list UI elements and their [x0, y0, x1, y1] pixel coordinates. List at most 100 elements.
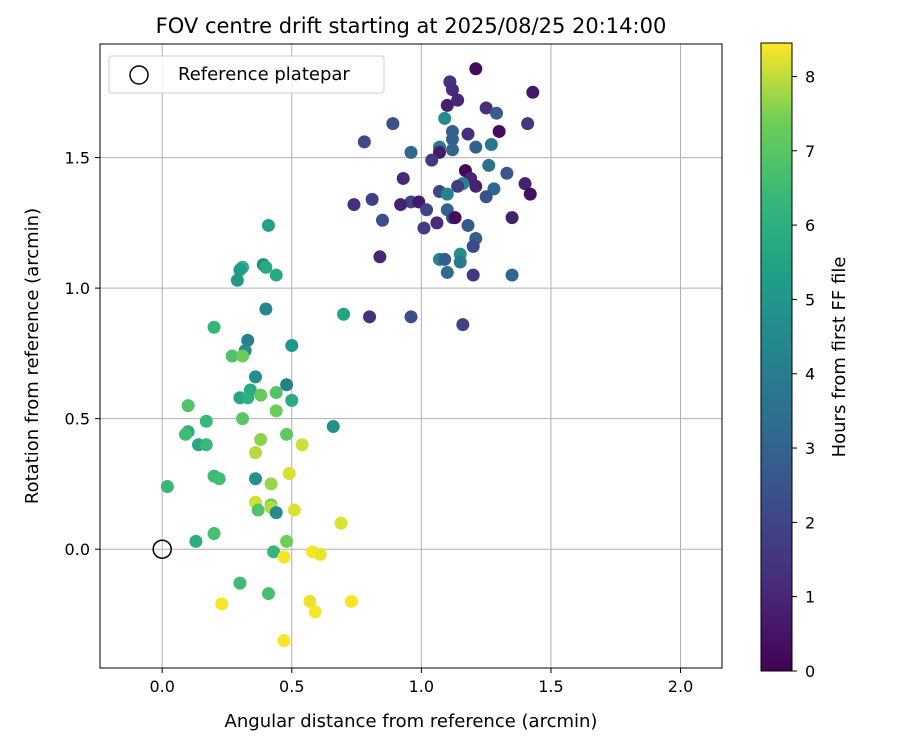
- data-point: [199, 414, 213, 428]
- data-point: [282, 466, 296, 480]
- data-point: [280, 427, 294, 441]
- data-point: [269, 386, 283, 400]
- data-point: [207, 527, 221, 541]
- grid-lines: [100, 44, 722, 668]
- data-point: [269, 506, 283, 520]
- data-point: [490, 106, 504, 120]
- data-point: [337, 307, 351, 321]
- data-point: [466, 239, 480, 253]
- y-tick-label: 0.0: [65, 540, 90, 559]
- data-point: [521, 117, 535, 131]
- y-axis-ticks: 0.0 0.5 1.0 1.5: [65, 149, 100, 559]
- data-point: [269, 404, 283, 418]
- data-point: [420, 203, 434, 217]
- data-point: [261, 218, 275, 232]
- data-point: [404, 310, 418, 324]
- data-point: [469, 140, 483, 154]
- data-point: [230, 273, 244, 287]
- data-point: [259, 260, 273, 274]
- data-point: [453, 255, 467, 269]
- data-point: [189, 534, 203, 548]
- data-point: [261, 587, 275, 601]
- data-point: [212, 472, 226, 486]
- data-point: [285, 393, 299, 407]
- data-point: [287, 503, 301, 517]
- data-point: [500, 166, 514, 180]
- data-point: [254, 388, 268, 402]
- colorbar-gradient: [760, 42, 793, 672]
- data-point: [440, 98, 454, 112]
- data-point: [199, 438, 213, 452]
- colorbar-tick-label: 4: [805, 365, 815, 384]
- data-point: [469, 179, 483, 193]
- data-point: [375, 213, 389, 227]
- legend-box: [108, 55, 385, 94]
- x-tick-label: 0.5: [279, 677, 304, 696]
- data-point: [236, 412, 250, 426]
- data-point: [241, 333, 255, 347]
- x-tick-label: 2.0: [668, 677, 693, 696]
- data-point: [440, 187, 454, 201]
- data-point: [492, 124, 506, 138]
- data-point: [440, 265, 454, 279]
- data-point: [254, 433, 268, 447]
- y-axis-label: Rotation from reference (arcmin): [22, 208, 43, 504]
- data-point: [280, 378, 294, 392]
- data-point: [334, 516, 348, 530]
- data-point: [249, 370, 262, 384]
- data-point: [430, 216, 444, 230]
- data-point: [295, 438, 309, 452]
- x-axis-label: Angular distance from reference (arcmin): [225, 711, 598, 732]
- data-point: [233, 263, 247, 277]
- colorbar-tick-label: 7: [805, 142, 815, 161]
- data-point: [179, 427, 193, 441]
- data-point: [233, 576, 247, 590]
- data-point: [518, 177, 532, 191]
- data-point: [347, 198, 361, 212]
- data-point: [438, 252, 452, 266]
- data-point: [365, 192, 379, 206]
- data-point: [357, 135, 371, 149]
- data-point: [303, 594, 317, 608]
- data-point: [269, 268, 283, 282]
- data-point: [526, 85, 540, 99]
- data-point: [404, 145, 418, 159]
- data-point: [505, 268, 519, 282]
- data-point: [484, 138, 498, 152]
- data-point: [160, 480, 174, 494]
- data-point: [277, 550, 291, 564]
- colorbar-tick-label: 3: [805, 439, 815, 458]
- data-point: [482, 158, 496, 172]
- reference-marker: [152, 539, 172, 559]
- data-point: [505, 211, 519, 225]
- data-point: [249, 446, 262, 460]
- data-point: [313, 547, 327, 561]
- colorbar-tick-label: 6: [805, 216, 815, 235]
- data-point: [251, 503, 265, 517]
- data-point: [280, 534, 294, 548]
- data-point: [259, 302, 273, 316]
- data-point: [241, 391, 255, 405]
- data-point: [249, 472, 262, 486]
- colorbar-tick-label: 8: [805, 67, 815, 86]
- data-point: [264, 477, 278, 491]
- data-point: [523, 187, 537, 201]
- data-point: [373, 250, 387, 264]
- x-tick-label: 1.5: [538, 677, 563, 696]
- y-tick-label: 0.5: [65, 410, 90, 429]
- data-point: [326, 419, 340, 433]
- plot-frame: [99, 43, 723, 669]
- legend-marker-icon: [129, 65, 149, 85]
- colorbar-tick-label: 0: [805, 662, 815, 681]
- chart-title: FOV centre drift starting at 2025/08/25 …: [156, 14, 667, 38]
- data-point: [417, 221, 431, 235]
- colorbar-label: Hours from first FF file: [829, 257, 850, 458]
- data-point: [479, 190, 493, 204]
- data-point: [425, 153, 439, 167]
- data-point: [285, 339, 299, 353]
- colorbar-tick-label: 5: [805, 290, 815, 309]
- data-point: [181, 399, 195, 413]
- data-point: [451, 179, 465, 193]
